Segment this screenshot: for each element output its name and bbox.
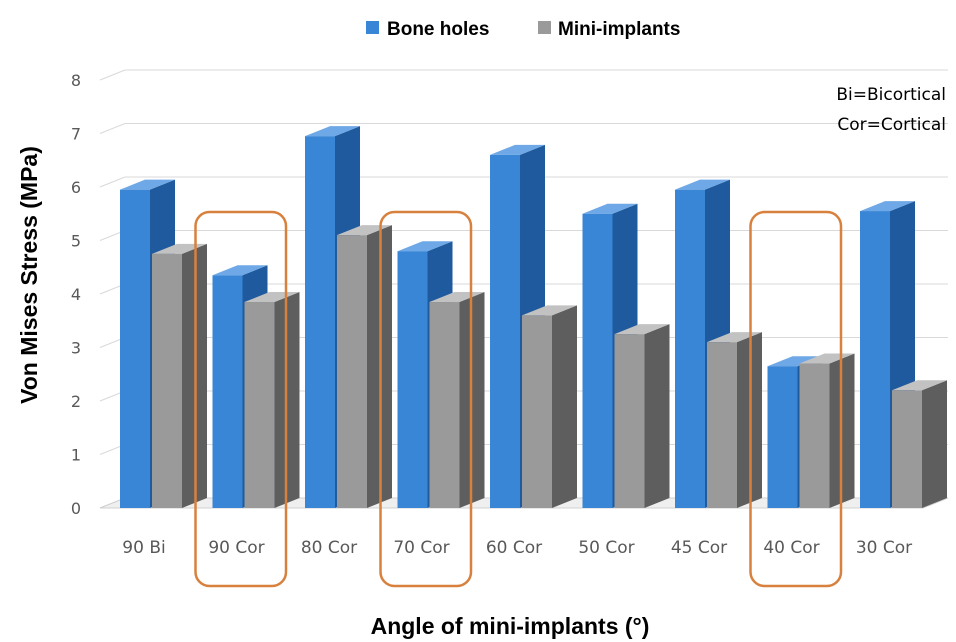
y-tick-label: 4: [71, 285, 81, 304]
gridline-depth: [99, 69, 126, 81]
y-axis-title: Von Mises Stress (MPa): [16, 146, 42, 404]
bar-mini-implants-90-bi: [152, 243, 207, 508]
y-tick-label: 5: [71, 232, 81, 251]
legend-label-bone-holes: Bone holes: [387, 19, 489, 40]
bar-mini-implants-45-cor: [707, 332, 762, 508]
x-tick-label: 40 Cor: [763, 538, 819, 558]
highlight-boxes: [194, 210, 843, 588]
bar-mini-implants-90-cor: [244, 292, 300, 508]
y-tick-label: 8: [71, 71, 81, 90]
x-tick-label: 50 Cor: [578, 538, 634, 558]
x-tick-label: 90 Cor: [208, 538, 264, 558]
legend-swatch-bone-holes: [366, 21, 379, 34]
x-tick-label: 90 Bi: [122, 538, 165, 558]
legend-swatch-mini-implants: [538, 21, 551, 34]
highlight-box-70-cor: [379, 210, 473, 588]
y-axis-ticks: 0 1 2 3 4 5 6 7 8: [71, 71, 81, 518]
bar-mini-implants-30-cor: [892, 380, 947, 508]
gridline-depth: [99, 176, 126, 188]
annotation-bicortical: Bi=Bicortical: [836, 85, 946, 105]
bar-mini-implants-60-cor: [522, 305, 577, 508]
bar-mini-implants-40-cor: [799, 353, 855, 508]
bar-mini-implants-50-cor: [614, 324, 670, 508]
x-tick-label: 80 Cor: [301, 538, 357, 558]
bar-mini-implants-70-cor: [429, 292, 485, 508]
y-tick-label: 3: [71, 339, 81, 358]
bars: [120, 126, 947, 509]
legend-label-mini-implants: Mini-implants: [558, 19, 680, 40]
y-tick-label: 7: [71, 125, 81, 144]
y-tick-label: 6: [71, 178, 81, 197]
x-tick-label: 70 Cor: [393, 538, 449, 558]
legend: Bone holes Mini-implants: [366, 19, 680, 40]
x-tick-label: 30 Cor: [856, 538, 912, 558]
x-axis-title: Angle of mini-implants (°): [371, 613, 650, 639]
x-tick-label: 45 Cor: [671, 538, 727, 558]
bar-mini-implants-80-cor: [337, 225, 392, 508]
y-tick-label: 2: [71, 392, 81, 411]
annotation-cortical: Cor=Cortical: [837, 115, 946, 135]
x-axis-ticks: 90 Bi 90 Cor 80 Cor 70 Cor 60 Cor 50 Cor 45 Co…: [122, 538, 912, 558]
y-tick-label: 0: [71, 499, 81, 518]
gridline-depth: [99, 123, 126, 134]
y-tick-label: 1: [71, 446, 81, 465]
highlight-box-40-cor: [749, 210, 843, 588]
highlight-box-90-cor: [194, 210, 288, 588]
x-tick-label: 60 Cor: [486, 538, 542, 558]
